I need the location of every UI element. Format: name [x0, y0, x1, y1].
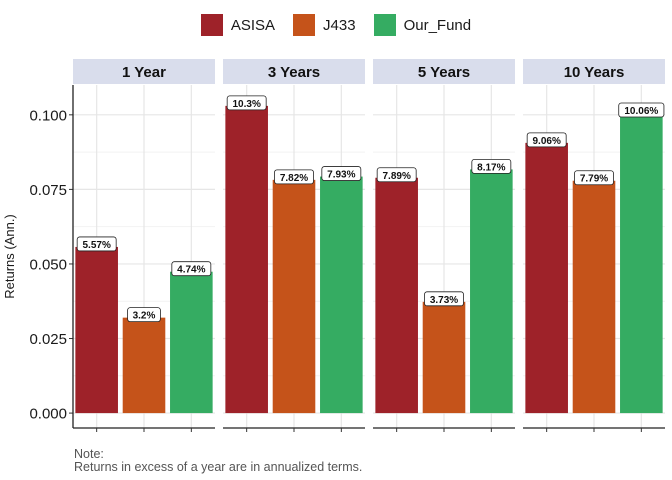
bar-our-fund: [470, 169, 513, 414]
facet-label: 3 Years: [268, 64, 320, 81]
facet-strip: [73, 59, 215, 84]
bar-j433: [122, 317, 166, 414]
bar-j433: [572, 180, 616, 414]
data-label-box: [76, 236, 117, 252]
facet-strip: [223, 59, 365, 84]
data-label: 4.74%: [177, 265, 205, 276]
data-label: 3.2%: [133, 311, 156, 322]
bar-our-fund: [320, 176, 363, 414]
data-label: 10.06%: [624, 106, 658, 117]
facet-label: 10 Years: [564, 64, 625, 81]
data-label-box: [471, 159, 512, 174]
data-label-box: [424, 291, 464, 307]
bar-j433: [422, 301, 466, 414]
bar-our-fund: [620, 113, 663, 414]
legend-swatch-j433: [293, 14, 316, 36]
facet-strip: [523, 59, 665, 84]
data-label: 7.93%: [327, 170, 355, 181]
legend-item-j433: J433: [293, 14, 356, 36]
note-text: Returns in excess of a year are in annua…: [74, 460, 363, 474]
legend-label-our-fund: Our_Fund: [403, 16, 472, 34]
bar-j433: [272, 179, 316, 414]
legend-label-asisa: ASISA: [230, 16, 276, 34]
y-tick-label: 0.100: [29, 107, 67, 124]
data-label-box: [526, 132, 567, 148]
data-label-box: [274, 169, 314, 185]
y-tick-label: 0.000: [29, 406, 67, 423]
data-label: 10.3%: [232, 99, 260, 110]
bar-asisa: [225, 105, 268, 414]
data-label-box: [226, 95, 267, 111]
data-label: 7.89%: [382, 171, 410, 182]
facet-label: 1 Year: [122, 64, 166, 81]
data-label: 5.57%: [82, 240, 110, 251]
bar-asisa: [375, 177, 418, 414]
legend-swatch-asisa: [200, 14, 223, 36]
data-label: 7.79%: [580, 174, 608, 185]
data-label-box: [618, 102, 665, 118]
y-tick-label: 0.075: [29, 182, 67, 199]
legend-item-our-fund: Our_Fund: [373, 14, 472, 36]
y-tick-label: 0.050: [29, 256, 67, 273]
bar-asisa: [525, 142, 568, 414]
legend-item-asisa: ASISA: [200, 14, 276, 36]
data-label-box: [171, 261, 212, 277]
data-label-box: [127, 307, 161, 323]
legend-label-j433: J433: [323, 16, 356, 34]
chart-note: Note: Returns in excess of a year are in…: [74, 448, 362, 474]
data-label: 7.82%: [280, 173, 308, 184]
facet-label: 5 Years: [418, 64, 470, 81]
data-label-box: [574, 170, 614, 186]
data-label-box: [376, 167, 417, 183]
facet-strip: [373, 59, 515, 84]
data-label: 8.17%: [477, 162, 505, 173]
bar-our-fund: [170, 271, 213, 414]
y-tick-label: 0.025: [29, 331, 67, 348]
bar-asisa: [75, 246, 118, 414]
legend-swatch-our-fund: [373, 14, 396, 36]
note-title: Note:: [74, 447, 104, 461]
data-label: 9.06%: [532, 136, 560, 147]
legend: ASISA J433 Our_Fund: [0, 14, 672, 36]
data-label-box: [321, 166, 362, 181]
data-label: 3.73%: [430, 295, 458, 306]
y-axis-title: Returns (Ann.): [2, 214, 17, 299]
